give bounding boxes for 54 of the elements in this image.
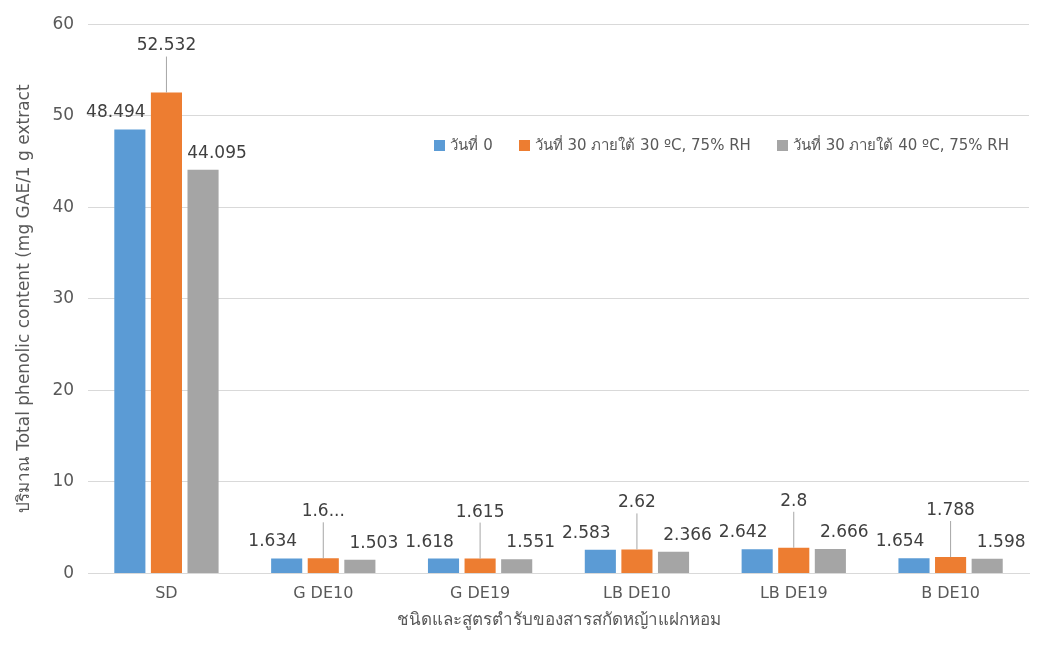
data-label: 2.583	[562, 521, 611, 542]
y-tick-label: 0	[63, 561, 75, 582]
bar	[114, 129, 146, 573]
bar	[657, 551, 690, 573]
bar	[344, 559, 376, 573]
bar	[584, 549, 616, 573]
data-label: 48.494	[86, 101, 146, 122]
data-label: 1.551	[506, 531, 556, 552]
bar	[935, 557, 967, 573]
data-label: 52.532	[136, 34, 197, 55]
x-tick-label: B DE10	[921, 583, 981, 603]
bar	[427, 558, 460, 573]
x-tick-label: G DE10	[293, 583, 354, 603]
bar	[741, 549, 773, 573]
data-label: 44.095	[187, 141, 247, 162]
bar	[501, 559, 533, 573]
x-axis-title: ชนิดและสูตรตำรับของสารสกัดหญ้าแฝกหอม	[396, 609, 721, 631]
data-label: 1.503	[349, 531, 399, 552]
legend-label: วันที่ 0	[450, 134, 493, 156]
bar	[307, 558, 339, 573]
y-tick-label: 40	[52, 195, 75, 216]
bar	[971, 558, 1003, 573]
data-label: 1.634	[248, 530, 298, 551]
y-tick-label: 60	[52, 12, 75, 33]
bar	[464, 558, 496, 573]
x-tick-label: LB DE19	[759, 583, 828, 603]
bar	[271, 558, 303, 573]
x-tick-label: SD	[155, 583, 178, 603]
bar	[621, 549, 653, 573]
data-label: 2.642	[718, 521, 768, 542]
bar	[898, 558, 930, 573]
bar	[814, 549, 846, 573]
y-axis-title: ปริมาณ Total phenolic content (mg GAE/1 g extract	[12, 84, 33, 514]
data-label: 2.62	[618, 491, 656, 512]
data-label: 1.615	[455, 500, 505, 521]
legend-label: วันที่ 30 ภายใต้ 40 ºC, 75% RH	[792, 134, 1009, 156]
bar	[778, 547, 810, 573]
data-label: 1.6...	[301, 500, 345, 521]
data-label: 2.366	[663, 523, 712, 544]
y-tick-label: 10	[52, 470, 75, 491]
data-label: 1.788	[926, 498, 975, 519]
y-tick-label: 20	[52, 378, 75, 399]
y-tick-label: 30	[52, 287, 75, 308]
bar	[150, 92, 182, 573]
x-tick-label: G DE19	[449, 583, 511, 603]
bar	[187, 169, 219, 573]
data-label: 1.654	[875, 530, 925, 551]
data-label: 2.8	[780, 489, 808, 510]
y-tick-label: 50	[52, 104, 75, 125]
legend-label: วันที่ 30 ภายใต้ 30 ºC, 75% RH	[534, 134, 751, 156]
data-label: 2.666	[820, 520, 869, 541]
x-tick-label: LB DE10	[603, 583, 671, 603]
data-label: 1.618	[405, 530, 454, 551]
data-label: 1.598	[976, 530, 1026, 551]
